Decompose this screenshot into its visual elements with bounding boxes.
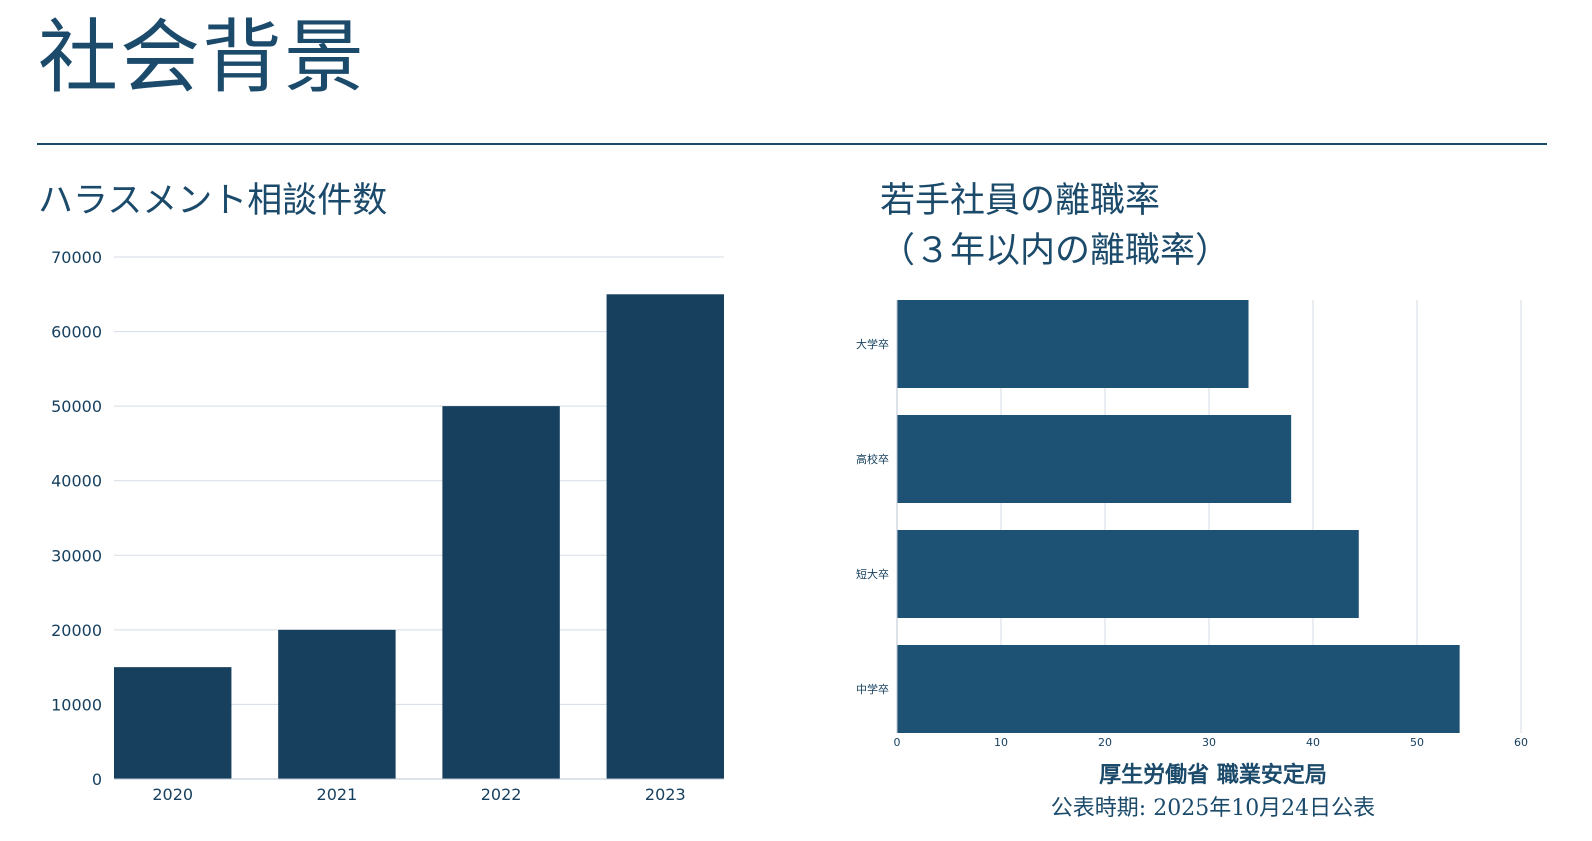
- bar: [606, 294, 724, 779]
- title-divider: [37, 143, 1547, 145]
- x-tick-label: 60: [1514, 736, 1528, 749]
- bar: [114, 667, 232, 779]
- x-tick-label: 2023: [645, 785, 686, 804]
- y-tick-label: 50000: [51, 397, 102, 416]
- turnover-chart-subtitle: （３年以内の離職率）: [880, 231, 1231, 271]
- y-tick-label: 20000: [51, 621, 102, 640]
- x-tick-label: 2021: [317, 785, 358, 804]
- y-tick-label: 30000: [51, 546, 102, 565]
- x-tick-label: 40: [1306, 736, 1320, 749]
- y-tick-label: 短大卒: [856, 567, 889, 581]
- bar: [897, 645, 1460, 733]
- y-tick-label: 70000: [51, 248, 102, 267]
- x-tick-label: 20: [1098, 736, 1112, 749]
- source-date: 公表時期: 2025年10月24日公表: [1050, 796, 1376, 821]
- y-tick-label: 中学卒: [856, 682, 889, 696]
- page-title: 社会背景: [38, 11, 366, 104]
- source-agency: 厚生労働省 職業安定局: [1099, 763, 1327, 788]
- y-tick-label: 10000: [51, 695, 102, 714]
- x-tick-label: 10: [994, 736, 1008, 749]
- y-tick-label: 60000: [51, 323, 102, 342]
- bar: [897, 530, 1359, 618]
- x-tick-label: 30: [1202, 736, 1216, 749]
- bar: [897, 415, 1292, 503]
- y-tick-label: 40000: [51, 472, 102, 491]
- x-tick-label: 0: [894, 736, 901, 749]
- y-tick-label: 大学卒: [856, 337, 889, 351]
- x-tick-label: 2022: [481, 785, 522, 804]
- bar: [278, 629, 396, 779]
- harassment-chart-title: ハラスメント相談件数: [38, 181, 388, 221]
- x-tick-label: 2020: [152, 785, 193, 804]
- bar: [442, 406, 560, 779]
- x-tick-label: 50: [1410, 736, 1424, 749]
- y-tick-label: 高校卒: [856, 452, 889, 466]
- bar: [897, 300, 1249, 388]
- turnover-chart-title: 若手社員の離職率: [880, 181, 1161, 221]
- y-tick-label: 0: [92, 770, 102, 789]
